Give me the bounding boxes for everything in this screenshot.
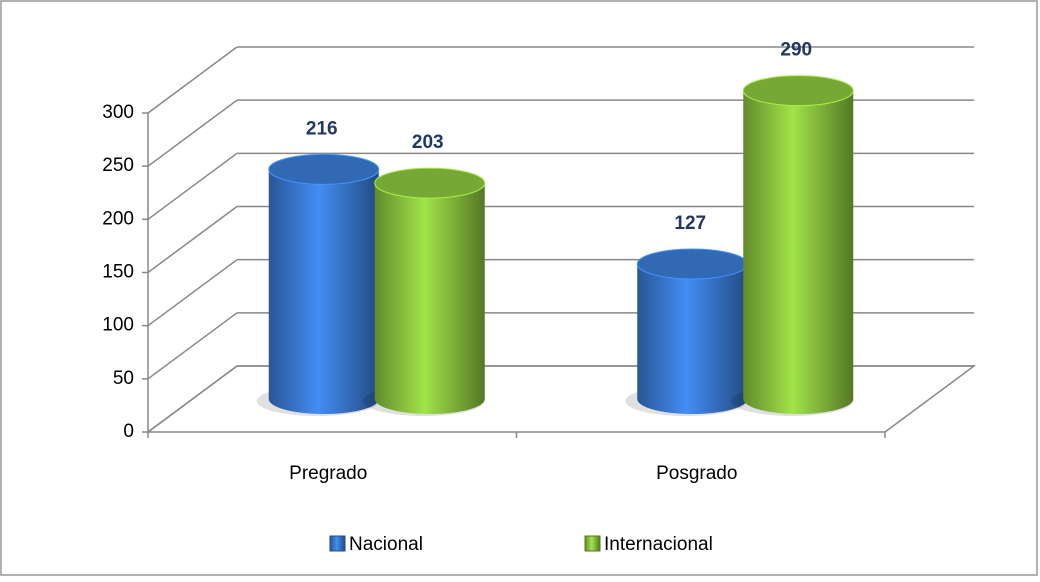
legend-label: Internacional bbox=[604, 534, 713, 555]
wall-grid-line bbox=[147, 365, 238, 433]
y-tick-label: 250 bbox=[102, 155, 134, 176]
legend-swatch bbox=[584, 535, 601, 552]
wall-grid-line bbox=[147, 46, 238, 114]
y-tick-label: 0 bbox=[123, 421, 134, 442]
wall-grid-line bbox=[147, 259, 238, 327]
legend-item: Internacional bbox=[584, 534, 713, 555]
bar bbox=[268, 169, 379, 415]
y-tick-label: 200 bbox=[102, 208, 134, 229]
y-tick-label: 50 bbox=[113, 368, 134, 389]
x-tick-label: Posgrado bbox=[656, 463, 737, 484]
legend-label: Nacional bbox=[349, 534, 423, 555]
data-label: 216 bbox=[306, 118, 338, 139]
data-label: 290 bbox=[780, 40, 812, 61]
bar bbox=[374, 183, 485, 414]
data-label: 127 bbox=[674, 213, 706, 234]
wall-grid-line bbox=[147, 205, 238, 274]
bar-top bbox=[742, 75, 854, 107]
bar-top bbox=[374, 167, 486, 199]
y-tick-label: 300 bbox=[102, 102, 134, 123]
wall-grid-line bbox=[147, 312, 238, 380]
legend-item: Nacional bbox=[329, 534, 423, 555]
wall-grid-line bbox=[147, 152, 238, 220]
bar-top bbox=[636, 248, 748, 280]
data-label: 203 bbox=[412, 132, 444, 153]
y-tick-label: 100 bbox=[102, 315, 134, 336]
bar bbox=[743, 90, 854, 415]
wall-grid-line bbox=[147, 99, 238, 167]
legend-swatch bbox=[329, 535, 346, 552]
x-tick-label: Pregrado bbox=[289, 463, 367, 484]
bar bbox=[637, 263, 748, 415]
y-tick-label: 150 bbox=[102, 262, 134, 283]
bar-top bbox=[268, 153, 380, 185]
